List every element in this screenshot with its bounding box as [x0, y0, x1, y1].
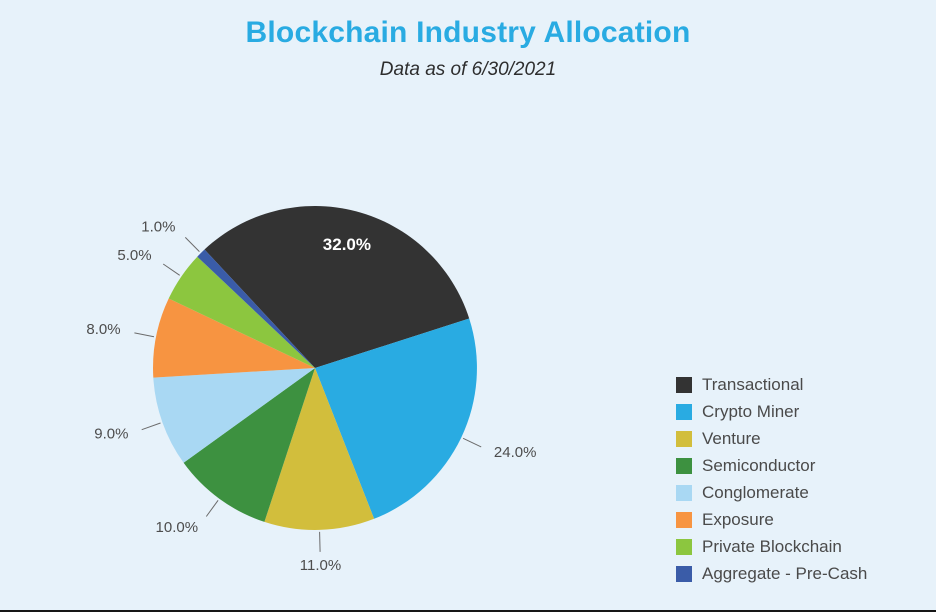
slice-leader-line	[319, 531, 321, 552]
pie-slice-conglomerate[interactable]	[153, 368, 315, 463]
slice-label: 10.0%	[156, 519, 199, 536]
legend-label: Private Blockchain	[702, 536, 842, 556]
legend-swatch	[676, 403, 692, 420]
legend-swatch	[676, 511, 692, 528]
chart-header: Blockchain Industry Allocation Data as o…	[0, 16, 936, 81]
chart-title: Blockchain Industry Allocation	[245, 16, 691, 49]
legend-label: Transactional	[702, 374, 804, 394]
legend-label: Semiconductor	[702, 455, 816, 475]
legend-label: Crypto Miner	[702, 401, 800, 421]
legend-swatch	[676, 376, 692, 393]
slice-label: 9.0%	[94, 425, 128, 442]
legend-label: Venture	[702, 428, 761, 448]
legend-label: Conglomerate	[702, 482, 809, 502]
legend-swatch	[676, 565, 692, 582]
slice-leader-line	[205, 500, 219, 517]
chart-legend: Transactional Crypto Miner Venture Semicond…	[676, 371, 867, 587]
slice-leader-line	[162, 263, 180, 276]
legend-item-crypto-miner[interactable]: Crypto Miner	[676, 398, 867, 425]
slice-label-inside: 32.0%	[323, 235, 371, 254]
pie-slice-aggregate-pre-cash[interactable]	[197, 249, 315, 369]
pie-slice-venture[interactable]	[264, 368, 375, 530]
pie-slice-private-blockchain[interactable]	[168, 256, 315, 368]
slice-leader-line	[462, 437, 482, 448]
legend-item-semiconductor[interactable]: Semiconductor	[676, 452, 867, 479]
legend-item-exposure[interactable]: Exposure	[676, 506, 867, 533]
legend-item-aggregate-pre-cash[interactable]: Aggregate - Pre-Cash	[676, 560, 867, 587]
legend-swatch	[676, 538, 692, 555]
legend-item-transactional[interactable]: Transactional	[676, 371, 867, 398]
pie-slice-transactional[interactable]	[204, 206, 470, 368]
legend-label: Exposure	[702, 509, 774, 529]
slice-leader-line	[141, 422, 161, 431]
legend-swatch	[676, 484, 692, 501]
pie-slice-exposure[interactable]	[153, 298, 315, 378]
legend-item-venture[interactable]: Venture	[676, 425, 867, 452]
legend-label: Aggregate - Pre-Cash	[702, 563, 868, 583]
pie-slice-crypto-miner[interactable]	[315, 318, 477, 519]
pie-slice-semiconductor[interactable]	[183, 368, 315, 522]
slice-label: 24.0%	[494, 444, 537, 461]
slice-label: 11.0%	[300, 557, 341, 574]
chart-subtitle: Data as of 6/30/2021	[379, 59, 557, 80]
slice-label: 8.0%	[86, 321, 120, 338]
legend-item-private-blockchain[interactable]: Private Blockchain	[676, 533, 867, 560]
slice-leader-line	[134, 332, 155, 338]
slice-label: 1.0%	[141, 218, 175, 235]
slice-label: 5.0%	[117, 247, 151, 264]
legend-swatch	[676, 457, 692, 474]
legend-swatch	[676, 430, 692, 447]
legend-item-conglomerate[interactable]: Conglomerate	[676, 479, 867, 506]
slice-leader-line	[184, 237, 200, 252]
